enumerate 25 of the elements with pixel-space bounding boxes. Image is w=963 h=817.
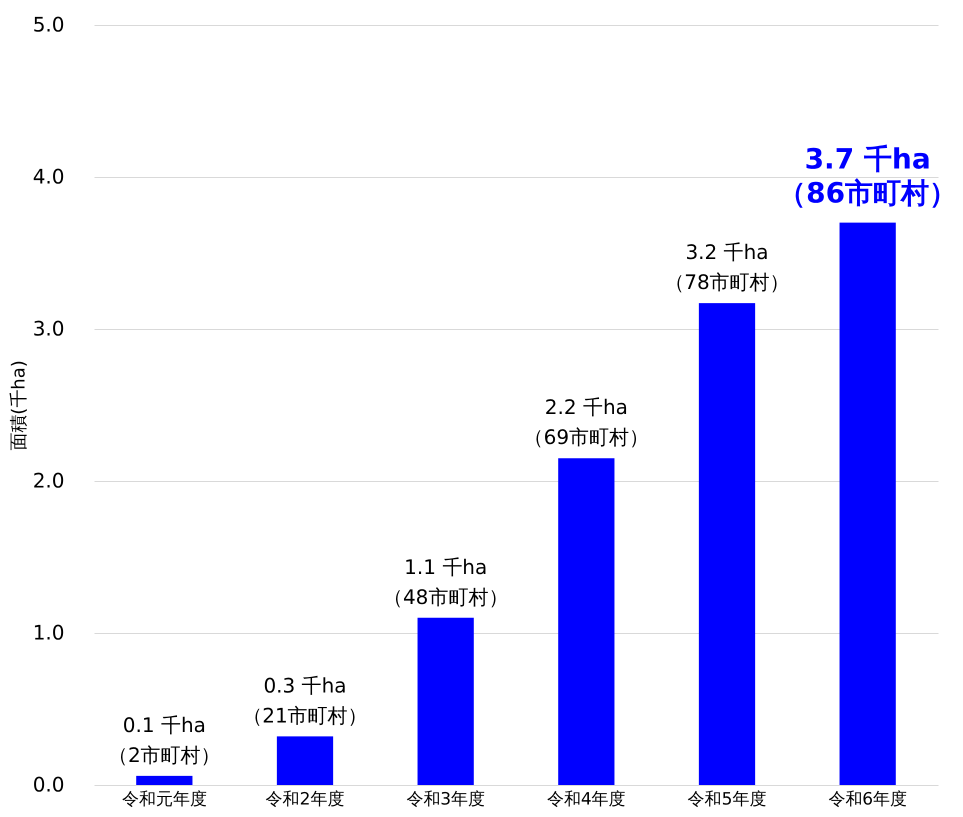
x-tick-label: 令和4年度	[546, 790, 626, 810]
data-label: 3.2 千ha （78市町村）	[664, 240, 790, 294]
data-label: 0.3 千ha （21市町村）	[242, 673, 368, 728]
bar	[840, 222, 896, 785]
y-tick-label: 3.0	[32, 316, 64, 340]
x-tick-label: 令和5年度	[688, 790, 766, 810]
x-tick-label: 令和元年度	[122, 790, 207, 810]
y-tick-label: 4.0	[32, 164, 64, 188]
data-label: 2.2 千ha （69市町村）	[524, 395, 650, 450]
x-tick-label: 令和6年度	[828, 790, 908, 810]
bar	[418, 618, 474, 785]
y-axis-title: 面積(千ha)	[8, 360, 30, 451]
y-tick-label: 0.0	[32, 772, 64, 796]
y-tick-label: 1.0	[32, 620, 64, 644]
bar	[136, 776, 192, 785]
y-tick-label: 2.0	[32, 468, 64, 492]
data-label: 0.1 千ha （2市町村）	[108, 712, 221, 767]
data-label: 1.1 千ha （48市町村）	[382, 554, 508, 609]
x-tick-label: 令和2年度	[266, 790, 344, 810]
bar	[276, 736, 334, 785]
data-label: 3.7 千ha （86市町村）	[778, 142, 958, 210]
y-tick-label: 5.0	[32, 12, 64, 36]
x-tick-label: 令和3年度	[406, 790, 486, 810]
bar	[558, 458, 614, 785]
bar	[698, 303, 756, 785]
